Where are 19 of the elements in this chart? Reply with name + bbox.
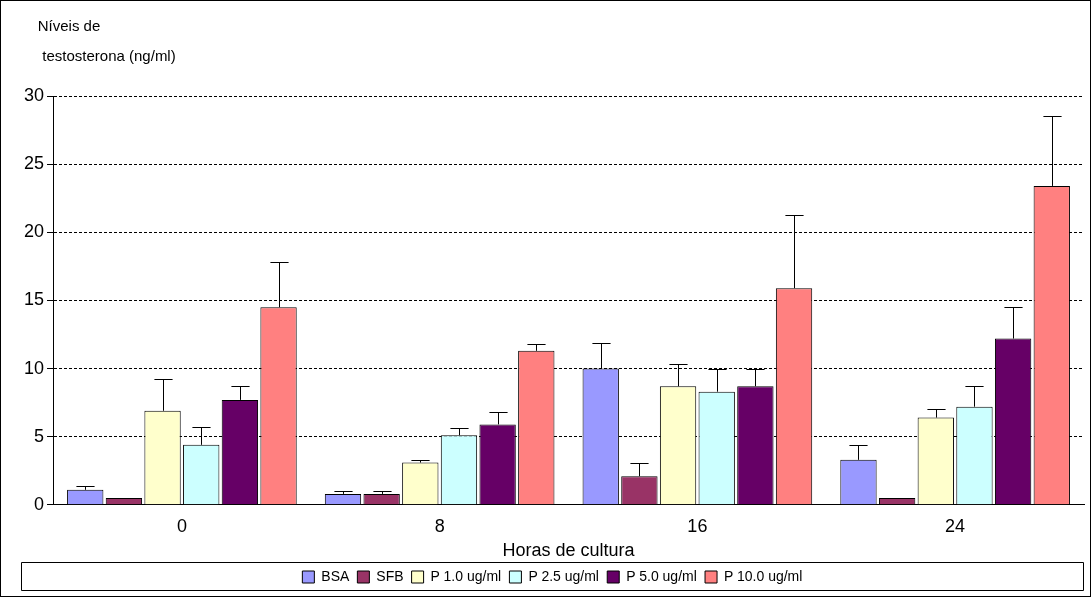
x-tick-label: 24 (945, 515, 966, 536)
y-tick-label: 5 (34, 425, 45, 446)
x-tick-label: 0 (176, 515, 187, 536)
y-axis-title: Níveis de testosterona (ng/ml) (37, 17, 176, 64)
y-tick-label: 25 (23, 153, 45, 174)
legend-label: SFB (376, 567, 404, 584)
legend-label: P 5.0 ug/ml (626, 567, 697, 584)
y-tick-label: 10 (23, 357, 45, 378)
y-tick-label: 20 (23, 221, 45, 242)
legend-label: BSA (321, 567, 351, 584)
legend-label: P 10.0 ug/ml (724, 567, 803, 584)
y-tick-label: 0 (34, 493, 45, 514)
x-axis-title: Horas de cultura (502, 540, 636, 561)
y-tick-label: 30 (23, 84, 45, 105)
legend-label: P 2.5 ug/ml (528, 567, 599, 584)
x-tick-label: 8 (434, 515, 445, 536)
legend-label: P 1.0 ug/ml (430, 567, 502, 584)
y-tick-label: 15 (23, 289, 45, 310)
x-tick-label: 16 (687, 515, 708, 536)
